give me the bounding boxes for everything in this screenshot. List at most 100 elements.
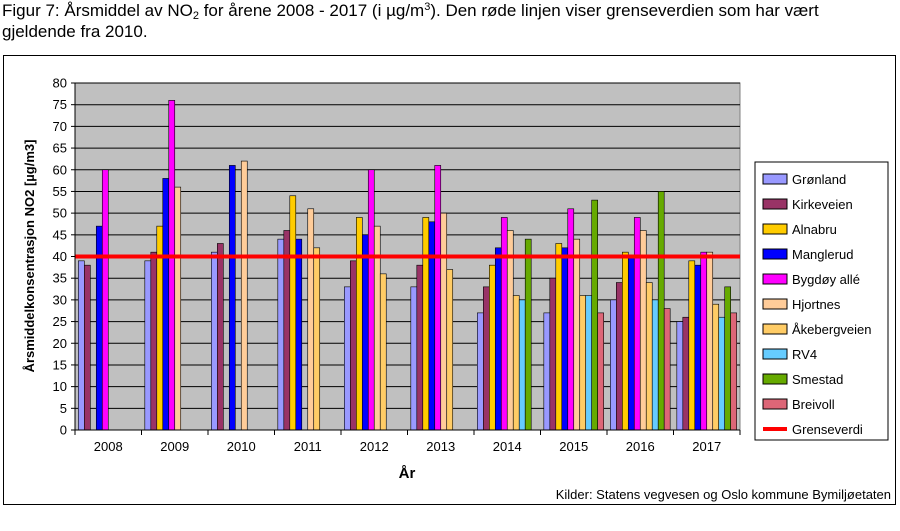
y-tick-label: 50 [53,206,67,221]
legend-label: Alnabru [792,222,837,237]
bar [228,165,236,431]
figure-caption: Figur 7: Årsmiddel av NO2 for årene 2008… [2,0,897,42]
bar [639,230,647,431]
legend-label: Grenseverdi [792,422,863,437]
bar [597,312,604,431]
bar [524,238,532,431]
y-tick-label: 35 [53,271,67,286]
x-tick-label: 2014 [493,439,522,454]
bars [78,100,737,431]
y-tick-label: 70 [53,119,67,134]
bar [591,199,599,431]
legend-swatch [762,198,788,210]
bar [488,264,496,431]
legend-swatch [762,298,788,310]
bar [416,264,424,431]
bar [512,295,520,431]
x-tick-label: 2013 [426,439,455,454]
bar [645,282,653,431]
bar [150,251,158,431]
bar [616,282,623,431]
bar [518,299,526,431]
bar [633,217,641,431]
x-tick-label: 2010 [227,439,256,454]
bar [555,243,563,431]
legend-swatch [762,398,788,410]
bar [295,238,303,431]
chart-frame: 0 5 10 15 20 25 30 35 40 45 50 55 60 65 70 75 80 2008 200… [3,55,896,505]
bar [694,264,702,431]
x-tick-label: 2017 [692,439,721,454]
bar [477,312,484,431]
x-tick-label: 2012 [360,439,389,454]
y-tick-label: 75 [53,97,67,112]
y-tick-label: 55 [53,184,67,199]
legend-label: Smestad [792,372,843,387]
legend-label: Grønland [792,172,846,187]
bar [700,251,708,431]
bar [174,186,182,431]
bar [217,243,224,431]
bar [561,247,569,431]
bar [688,260,696,431]
caption-subscript: 2 [192,10,199,22]
legend-swatch [762,323,788,335]
bar [144,260,152,431]
bar [307,208,315,431]
bar [483,286,490,431]
bar [610,299,617,431]
source-credit: Kilder: Statens vegvesen og Oslo kommune… [555,487,891,502]
bar [162,178,170,431]
legend-swatch [762,273,788,285]
bar [712,303,720,431]
bar [211,251,218,431]
bar [730,312,737,431]
bar [355,217,363,431]
bar [549,277,557,431]
bar [78,260,85,431]
bar [428,221,436,431]
bar [240,160,248,431]
legend-swatch [762,373,788,385]
bar [573,238,581,431]
bar [706,251,714,431]
y-tick-label: 60 [53,162,67,177]
bar [168,100,176,431]
legend-label: Breivoll [792,397,835,412]
bar [361,234,369,431]
bar [440,212,448,431]
bar [277,238,285,431]
x-axis-title: År [399,465,416,482]
bar [651,299,659,431]
bar [367,169,375,431]
caption-text-3: ). Den røde linjen viser grenseverdien s… [2,1,819,41]
y-tick-label: 10 [53,379,67,394]
y-tick-label: 5 [60,401,67,416]
y-tick-label: 45 [53,227,67,242]
bar [422,217,430,431]
bar [657,191,665,431]
y-tick-label: 20 [53,336,67,351]
x-tick-label: 2016 [626,439,655,454]
bar [627,256,635,431]
legend-swatch [762,173,788,185]
bar [682,316,690,431]
bar [344,286,351,431]
x-tick-label: 2009 [160,439,189,454]
y-tick-label: 15 [53,357,67,372]
y-tick-label: 30 [53,292,67,307]
legend-label: RV4 [792,347,817,362]
bar [494,247,502,431]
y-tick-labels: 0 5 10 15 20 25 30 35 40 45 50 55 60 65 70 75 80 [53,76,75,438]
bar [543,312,551,431]
bar [379,273,387,431]
legend: Grønland Kirkeveien Alnabru Manglerud Bygdøy… [754,161,889,441]
caption-superscript: 3 [424,1,431,13]
bar [500,217,508,431]
bar [446,269,454,431]
bar [621,251,629,431]
legend-label: Bygdøy allé [792,272,860,287]
y-tick-label: 65 [53,141,67,156]
bar [313,247,321,431]
